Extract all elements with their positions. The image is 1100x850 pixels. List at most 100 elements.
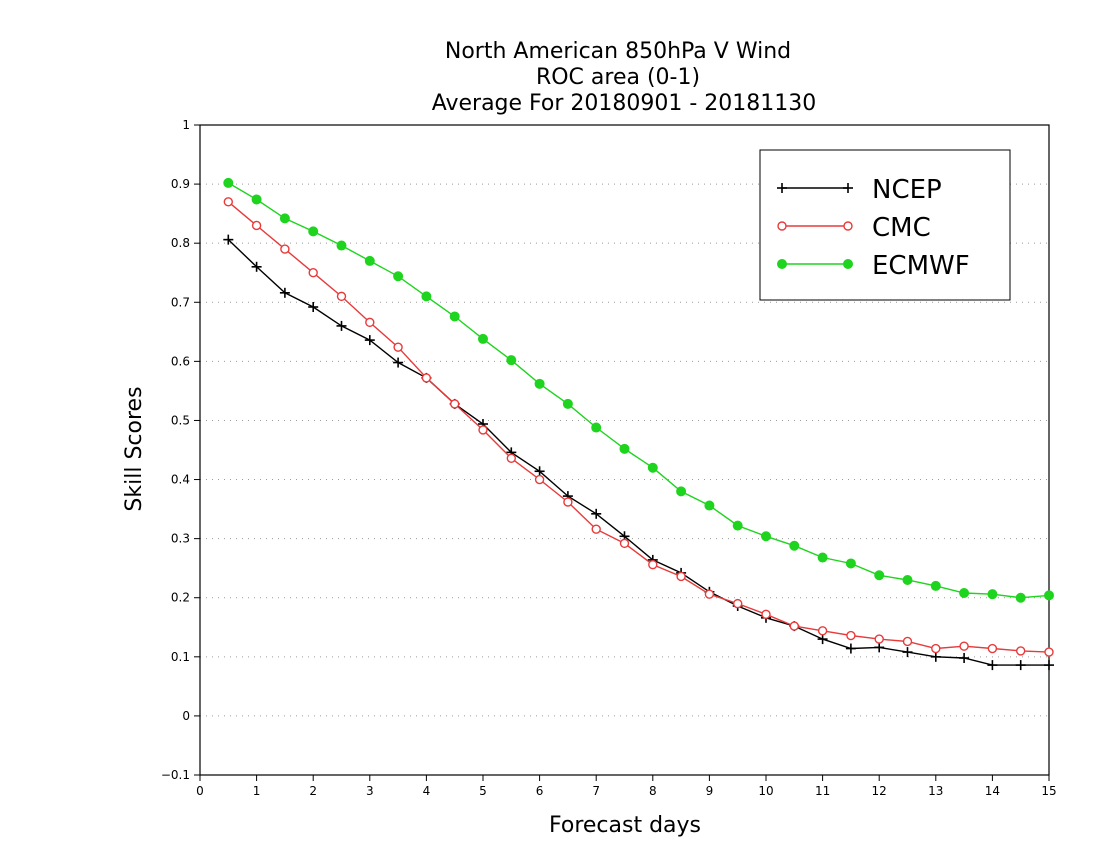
data-point-ecmwf <box>223 177 234 188</box>
data-point-ecmwf <box>874 570 885 581</box>
legend: NCEP CMC ECMWF <box>759 149 1011 301</box>
data-point-ecmwf <box>930 580 941 591</box>
x-tick-label: 14 <box>985 784 1000 798</box>
series-line-cmc <box>227 201 1050 653</box>
data-point-cmc <box>704 589 715 599</box>
data-point-cmc <box>761 609 771 619</box>
data-point-ecmwf <box>845 558 856 569</box>
data-point-ecmwf <box>562 398 573 409</box>
legend-label: CMC <box>872 213 931 243</box>
data-point-ecmwf <box>336 240 347 251</box>
chart-title: North American 850hPa V Wind ROC area (0… <box>432 39 817 116</box>
y-tick-label: 0.1 <box>171 650 190 664</box>
data-point-cmc <box>733 598 743 609</box>
data-point-ecmwf <box>789 540 800 551</box>
data-point-ecmwf <box>761 531 771 542</box>
data-point-ecmwf <box>959 588 970 598</box>
chart-title-line-1: North American 850hPa V Wind <box>445 39 791 64</box>
data-point-ecmwf <box>478 333 488 344</box>
data-point-ecmwf <box>591 422 602 433</box>
data-point-cmc <box>874 634 884 644</box>
x-tick-label: 1 <box>253 784 261 798</box>
y-tick-label: 0.8 <box>171 236 190 250</box>
x-tick-label: 13 <box>928 784 943 798</box>
data-point-cmc <box>223 197 234 207</box>
y-tick-label: 0.2 <box>171 591 190 605</box>
data-point-cmc <box>308 268 318 278</box>
series-ecmwf <box>223 177 1054 603</box>
x-axis-label: Forecast days <box>549 813 701 838</box>
y-tick-label: 0.3 <box>171 532 190 546</box>
y-tick-label: 0.9 <box>171 177 190 191</box>
data-point-cmc <box>1016 646 1026 656</box>
data-point-cmc <box>676 571 686 582</box>
data-point-cmc <box>450 399 460 409</box>
x-tick-label: 10 <box>758 784 773 798</box>
y-tick-label: 0.5 <box>171 413 190 427</box>
data-point-ecmwf <box>902 575 913 585</box>
data-point-cmc <box>591 524 601 534</box>
data-point-cmc <box>506 453 516 463</box>
legend-marker <box>777 259 787 269</box>
data-point-cmc <box>902 636 913 647</box>
data-point-cmc <box>987 643 998 654</box>
x-tick-label: 15 <box>1041 784 1056 798</box>
data-point-ecmwf <box>817 552 828 563</box>
data-point-ecmwf <box>1044 590 1054 601</box>
data-point-ecmwf <box>534 378 545 389</box>
data-point-cmc <box>1044 647 1054 657</box>
chart-title-line-2: ROC area (0-1) <box>536 65 700 90</box>
y-tick-label: 0.7 <box>171 295 190 309</box>
legend-item-ecmwf: ECMWF <box>777 251 970 281</box>
data-point-ecmwf <box>647 462 658 473</box>
legend-label: NCEP <box>872 175 942 205</box>
data-point-ecmwf <box>619 443 630 454</box>
legend-marker <box>777 221 787 231</box>
data-point-cmc <box>534 474 545 485</box>
data-point-ecmwf <box>1015 592 1026 603</box>
x-tick-label: 4 <box>423 784 431 798</box>
data-point-ecmwf <box>704 500 715 511</box>
x-tick-label: 2 <box>309 784 317 798</box>
data-point-cmc <box>421 373 432 383</box>
data-point-ecmwf <box>506 355 517 366</box>
x-tick-label: 3 <box>366 784 374 798</box>
x-tick-label: 6 <box>536 784 544 798</box>
legend-item-ncep: NCEP <box>777 175 942 205</box>
data-point-cmc <box>817 626 828 636</box>
x-tick-label: 11 <box>815 784 830 798</box>
data-point-cmc <box>789 621 799 631</box>
data-point-ecmwf <box>251 194 262 205</box>
data-point-ecmwf <box>732 520 743 531</box>
y-tick-label: 0 <box>182 709 190 723</box>
data-point-cmc <box>619 538 630 549</box>
y-tick-label: 0.4 <box>171 473 190 487</box>
legend-marker <box>843 259 853 269</box>
data-point-cmc <box>280 244 290 254</box>
data-point-cmc <box>365 317 375 328</box>
data-point-ecmwf <box>393 271 404 282</box>
data-point-cmc <box>931 643 941 654</box>
data-point-ecmwf <box>676 486 687 497</box>
series-line-ncep <box>227 239 1049 666</box>
x-tick-label: 7 <box>592 784 600 798</box>
data-point-ecmwf <box>364 255 375 266</box>
legend-box <box>759 149 1011 301</box>
series-layer <box>223 177 1054 671</box>
axes: −0.100.10.20.30.40.50.60.70.80.910 1 2 3 4 5 6… <box>161 118 1057 798</box>
data-point-cmc <box>393 342 403 352</box>
legend-marker <box>843 221 853 231</box>
chart-title-line-3: Average For 20180901 - 20181130 <box>432 91 817 116</box>
data-point-ecmwf <box>449 311 460 322</box>
x-tick-label: 9 <box>706 784 714 798</box>
legend-label: ECMWF <box>872 251 970 281</box>
data-point-cmc <box>959 641 969 651</box>
data-point-ecmwf <box>308 226 319 237</box>
data-point-ecmwf <box>987 589 998 600</box>
x-tick-label: 12 <box>872 784 887 798</box>
data-point-cmc <box>648 559 658 570</box>
data-point-cmc <box>478 425 488 435</box>
x-tick-label: 5 <box>479 784 487 798</box>
data-point-cmc <box>336 291 347 302</box>
